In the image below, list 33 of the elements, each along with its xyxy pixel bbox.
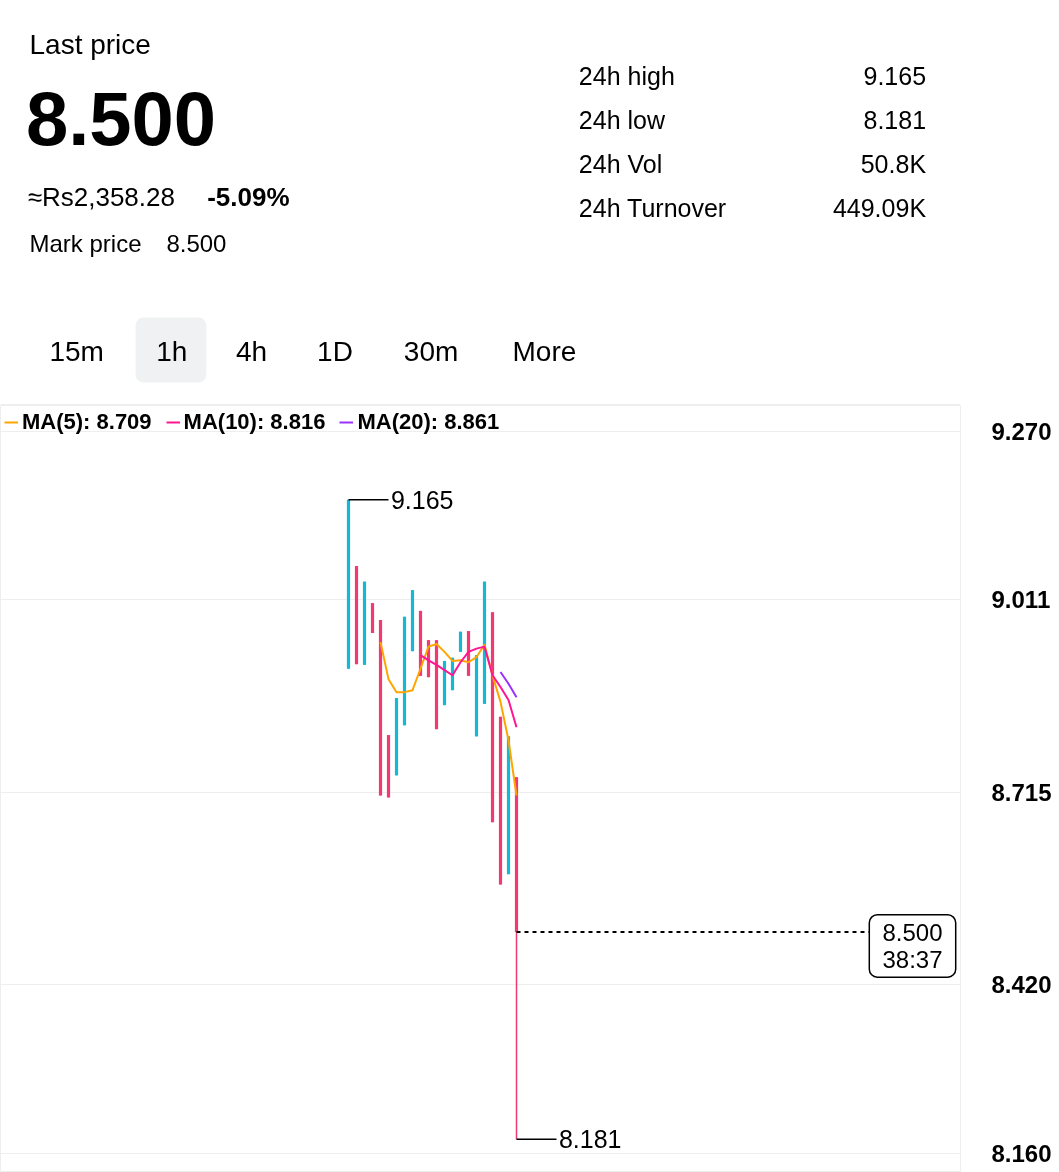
text: 24h high [578, 61, 675, 90]
text: 1h [156, 336, 188, 367]
ref-line-label: 8.500 38:37 [882, 918, 943, 974]
annotation: 8.181 [558, 1125, 622, 1154]
annotation: 9.165 [390, 485, 454, 514]
legend-label: MA(20): 8.861 [357, 409, 500, 435]
text: Mark price [29, 230, 142, 257]
text: 449.09K [832, 193, 927, 222]
chart-title: Last price [29, 29, 151, 60]
text: 24h low [578, 105, 666, 134]
line-series [379, 641, 518, 797]
text: 1D [317, 336, 353, 367]
y-tick-label: 9.270 [991, 418, 1052, 445]
chart-subtitle: 8.500 [166, 230, 227, 257]
text: 50.8K [860, 149, 927, 178]
text: ≈Rs2,358.28 [27, 181, 175, 212]
y-tick-label: 8.160 [991, 1139, 1052, 1167]
y-tick-label: 9.011 [991, 586, 1051, 614]
line-series [419, 645, 518, 729]
text: 15m [49, 336, 104, 367]
text: 4h [236, 336, 268, 367]
text: 8.181 [863, 105, 927, 134]
legend-label: MA(5): 8.709 [22, 409, 152, 435]
text: More [512, 336, 577, 367]
text: 8.500 [25, 76, 217, 161]
text: 9.165 [863, 61, 927, 90]
text: -5.09% [207, 181, 290, 212]
y-tick-label: 8.420 [991, 970, 1052, 998]
text: 24h Turnover [578, 193, 727, 222]
text: 24h Vol [578, 149, 663, 178]
legend-label: MA(10): 8.816 [183, 409, 326, 435]
y-tick-label: 8.715 [991, 778, 1052, 806]
text: 30m [403, 336, 459, 367]
